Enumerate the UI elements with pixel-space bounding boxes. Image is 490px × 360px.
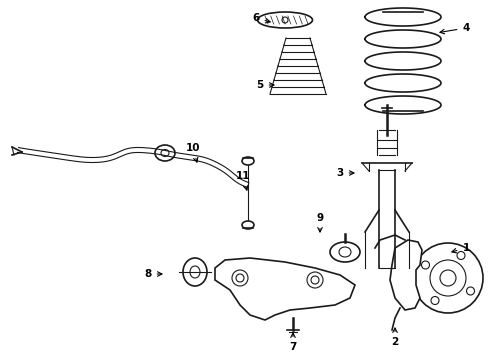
Ellipse shape bbox=[330, 242, 360, 262]
Circle shape bbox=[430, 260, 466, 296]
Text: 8: 8 bbox=[145, 269, 162, 279]
Polygon shape bbox=[390, 240, 422, 310]
Circle shape bbox=[307, 272, 323, 288]
Ellipse shape bbox=[161, 149, 169, 157]
Ellipse shape bbox=[258, 12, 313, 28]
Text: 2: 2 bbox=[392, 328, 399, 347]
Text: 10: 10 bbox=[186, 143, 200, 162]
Text: 5: 5 bbox=[256, 80, 274, 90]
Circle shape bbox=[431, 297, 439, 305]
Circle shape bbox=[413, 243, 483, 313]
Polygon shape bbox=[215, 258, 355, 320]
Circle shape bbox=[440, 270, 456, 286]
Circle shape bbox=[236, 274, 244, 282]
Text: 11: 11 bbox=[236, 171, 250, 190]
Circle shape bbox=[232, 270, 248, 286]
Circle shape bbox=[466, 287, 474, 295]
Ellipse shape bbox=[242, 157, 254, 165]
Ellipse shape bbox=[190, 266, 200, 278]
Text: 6: 6 bbox=[252, 13, 270, 23]
Ellipse shape bbox=[242, 221, 254, 229]
Text: 1: 1 bbox=[452, 243, 469, 253]
Text: 4: 4 bbox=[440, 23, 470, 34]
Ellipse shape bbox=[339, 247, 351, 257]
Circle shape bbox=[457, 252, 465, 260]
Text: 3: 3 bbox=[336, 168, 354, 178]
Text: 7: 7 bbox=[289, 333, 296, 352]
Circle shape bbox=[421, 261, 429, 269]
Ellipse shape bbox=[183, 258, 207, 286]
Circle shape bbox=[282, 17, 288, 23]
Circle shape bbox=[311, 276, 319, 284]
Text: 9: 9 bbox=[317, 213, 323, 232]
Ellipse shape bbox=[155, 145, 175, 161]
